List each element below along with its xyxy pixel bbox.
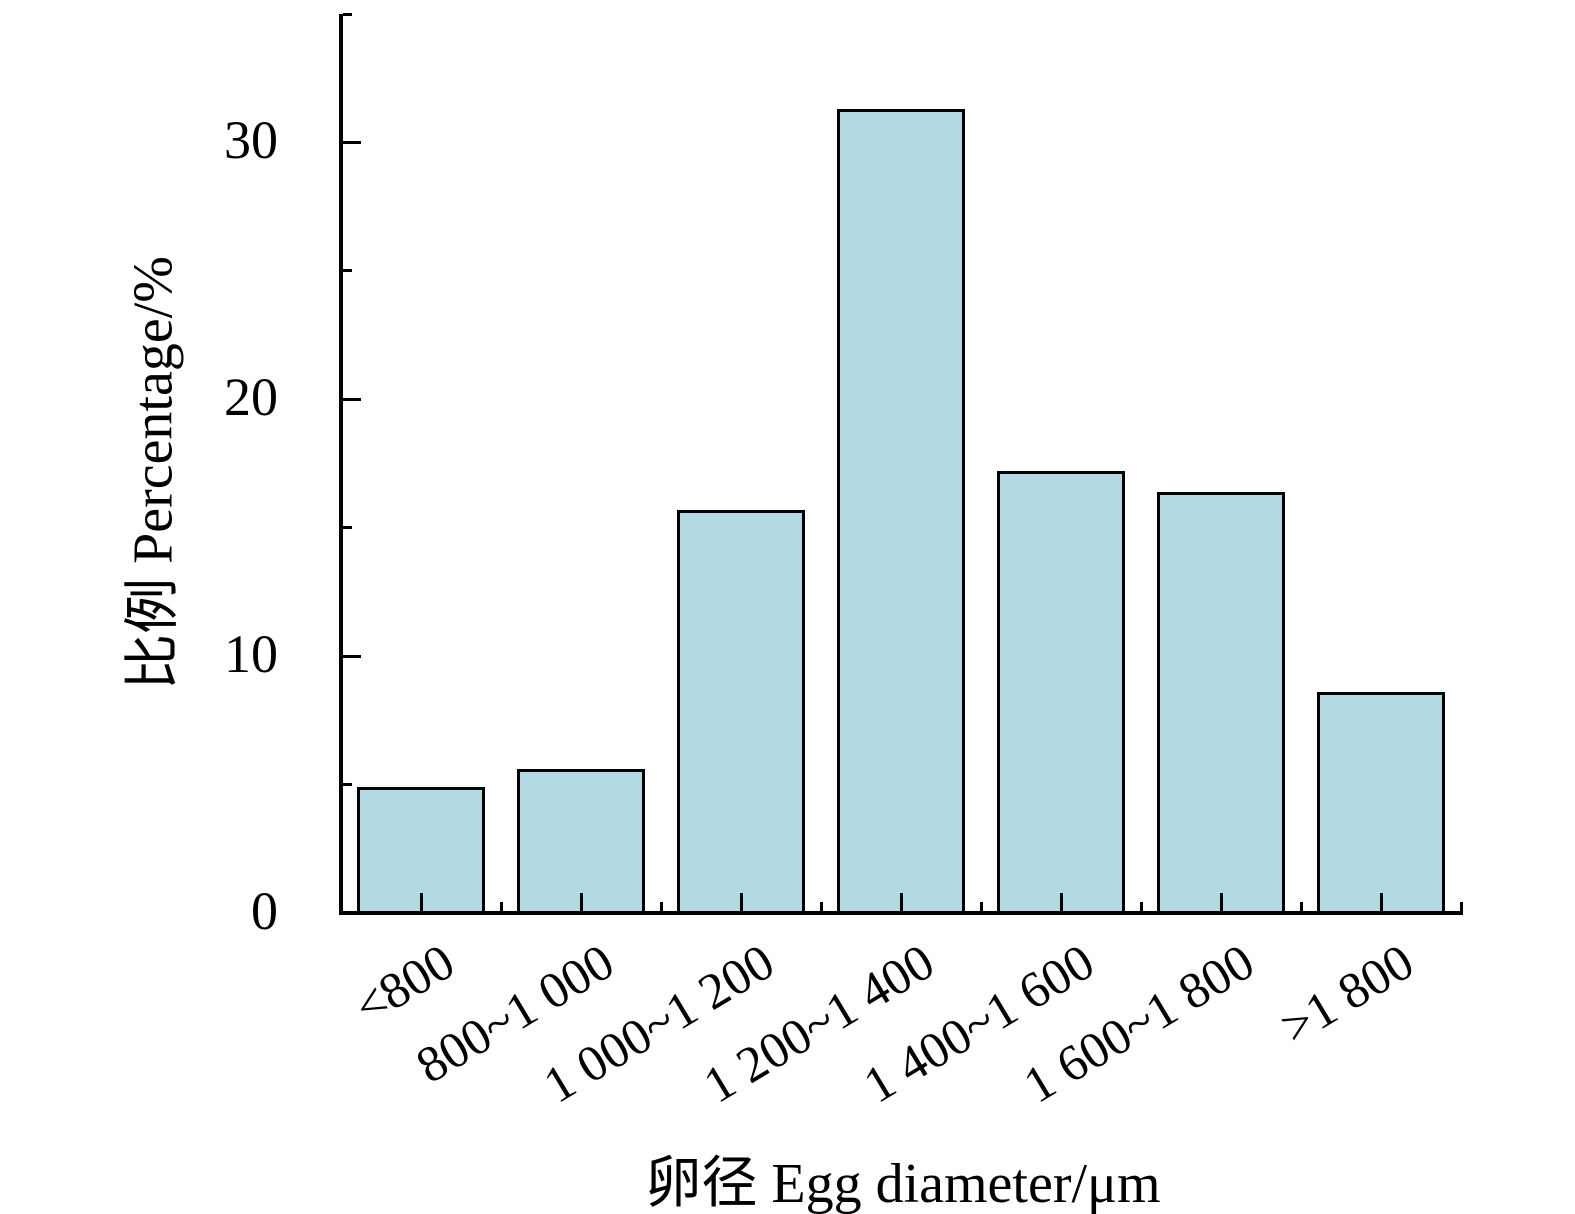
x-minor-tick xyxy=(1459,902,1463,911)
bar-7 xyxy=(1317,692,1445,915)
x-major-tick xyxy=(419,893,423,911)
y-tick-label: 20 xyxy=(224,367,278,428)
y-tick-label: 0 xyxy=(251,881,278,941)
x-major-tick xyxy=(579,893,583,911)
y-minor-tick xyxy=(343,526,352,530)
x-major-tick xyxy=(1219,893,1223,911)
y-minor-tick xyxy=(343,12,352,16)
y-minor-tick xyxy=(343,269,352,273)
y-major-tick xyxy=(343,140,361,144)
y-tick-label: 30 xyxy=(224,110,278,171)
x-minor-tick xyxy=(1299,902,1303,911)
x-minor-tick xyxy=(1139,902,1143,911)
y-major-tick xyxy=(343,397,361,401)
x-tick-label: <800 xyxy=(344,934,464,1037)
x-major-tick xyxy=(739,893,743,911)
x-major-tick xyxy=(899,893,903,911)
y-axis-line xyxy=(339,14,343,915)
x-minor-tick xyxy=(979,902,983,911)
y-major-tick xyxy=(343,654,361,658)
bar-4 xyxy=(837,109,965,915)
x-minor-tick xyxy=(499,902,503,911)
y-minor-tick xyxy=(343,783,352,787)
bar-6 xyxy=(1157,491,1285,915)
x-major-tick xyxy=(1059,893,1063,911)
x-major-tick xyxy=(1379,893,1383,911)
bar-2 xyxy=(517,769,645,915)
x-minor-tick xyxy=(819,902,823,911)
bar-5 xyxy=(997,471,1125,915)
x-minor-tick xyxy=(659,902,663,911)
x-axis-line xyxy=(339,911,1463,915)
x-axis-title: 卵径 Egg diameter/μm xyxy=(645,1153,1161,1214)
bar-3 xyxy=(677,509,805,915)
x-tick-label: >1 800 xyxy=(1271,934,1424,1056)
y-major-tick xyxy=(343,911,361,915)
y-tick-label: 10 xyxy=(224,624,278,685)
